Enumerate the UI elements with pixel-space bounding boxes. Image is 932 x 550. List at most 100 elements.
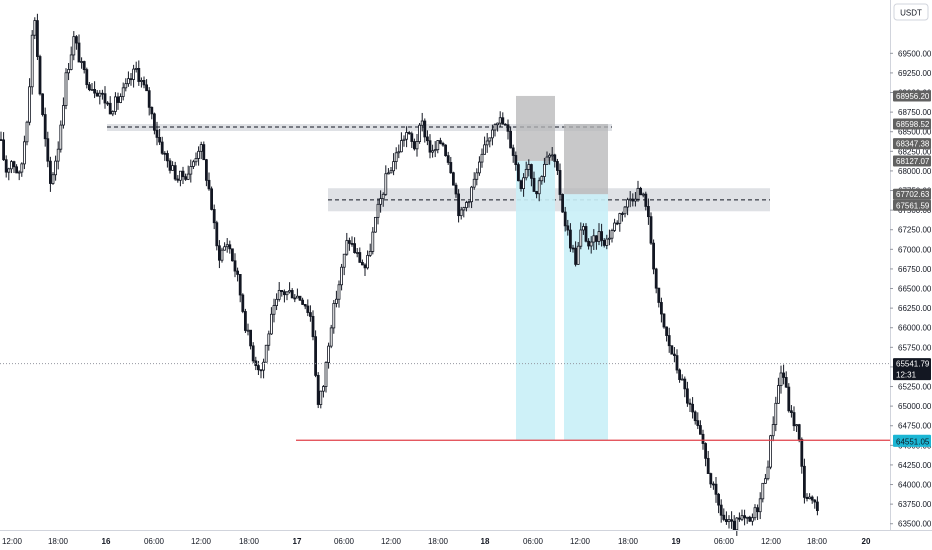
candle <box>303 303 307 310</box>
candle <box>311 310 315 341</box>
candle-body <box>787 386 791 412</box>
candle-body <box>314 336 318 376</box>
candle-body <box>155 129 159 138</box>
currency-badge[interactable] <box>893 3 929 21</box>
position-1-target-zone[interactable] <box>516 160 555 441</box>
candle-body <box>389 170 393 174</box>
candle <box>753 504 757 521</box>
candle <box>197 146 201 166</box>
candle-body <box>647 206 650 218</box>
candle <box>64 68 68 110</box>
candle-body <box>262 361 266 371</box>
candle-body <box>64 72 68 106</box>
price-label-box[interactable] <box>893 358 931 381</box>
candle-body <box>714 483 718 495</box>
candle <box>657 287 661 308</box>
candle <box>649 212 653 245</box>
price-label-box[interactable] <box>893 155 931 167</box>
candle <box>269 307 273 335</box>
candle-body <box>686 388 689 404</box>
candle <box>137 60 141 86</box>
candle <box>199 141 203 160</box>
candle <box>727 515 731 529</box>
candle <box>673 347 676 363</box>
price-label-box[interactable] <box>893 199 931 211</box>
candle-body <box>758 498 762 513</box>
position-2-stop-zone[interactable] <box>564 123 608 195</box>
candle-body <box>62 105 65 126</box>
candle-body <box>556 161 559 171</box>
candle-body <box>129 78 133 81</box>
candle <box>808 493 811 500</box>
candle-body <box>524 168 528 179</box>
candle <box>230 248 234 262</box>
candle-body <box>28 86 32 123</box>
candle <box>545 151 549 165</box>
candle <box>485 132 489 153</box>
candle <box>147 87 151 116</box>
candle <box>121 82 125 101</box>
candle <box>496 122 500 132</box>
x-tick-label: 18:00 <box>807 537 828 546</box>
candle-body <box>784 377 788 388</box>
price-label-box[interactable] <box>893 90 931 102</box>
x-tick-label: 18:00 <box>428 537 449 546</box>
candle <box>792 406 796 431</box>
candle <box>358 247 362 263</box>
candle-body <box>654 268 658 289</box>
candle-body <box>805 496 809 500</box>
candle-body <box>738 517 741 520</box>
candle-body <box>316 374 320 405</box>
candle-body <box>72 36 76 56</box>
candle-body <box>761 482 765 500</box>
candle <box>108 96 112 115</box>
candle-body <box>249 329 253 347</box>
price-label-box[interactable] <box>893 138 931 150</box>
candle <box>722 508 726 522</box>
candle-body <box>207 179 211 190</box>
candle <box>314 330 318 378</box>
candle <box>85 67 89 89</box>
candle-body <box>706 457 710 474</box>
candle <box>324 361 328 393</box>
candle-body <box>571 247 575 250</box>
candle <box>425 130 429 146</box>
candle-body <box>457 193 461 217</box>
y-tick-label: 69500.00 <box>898 49 932 58</box>
candle <box>376 198 380 225</box>
candle-body <box>680 378 684 381</box>
candle <box>207 172 211 191</box>
candle <box>725 511 728 525</box>
candle-body <box>158 137 162 143</box>
candle-body <box>540 176 544 182</box>
candle-body <box>0 139 3 141</box>
x-tick-label: 06:00 <box>144 537 165 546</box>
candle-body <box>399 140 403 153</box>
candle <box>290 288 294 299</box>
x-tick-label: 12:00 <box>2 537 23 546</box>
candle-body <box>527 164 531 170</box>
price-label-box[interactable] <box>893 188 931 200</box>
price-label-text: 64551.05 <box>896 437 930 446</box>
candle-body <box>444 144 448 157</box>
candle-body <box>732 520 736 531</box>
y-tick-label: 64750.00 <box>898 422 932 431</box>
candle <box>103 86 107 109</box>
candle-body <box>496 122 500 126</box>
price-label-box[interactable] <box>893 435 931 447</box>
candle <box>212 204 216 230</box>
price-axis[interactable]: USDT 69500.0069250.0069000.0068750.00685… <box>890 0 932 550</box>
price-label-box[interactable] <box>893 118 931 130</box>
position-1-stop-zone[interactable] <box>516 95 555 161</box>
candle-body <box>366 254 370 269</box>
candle <box>712 481 715 490</box>
candle <box>449 156 453 174</box>
candle-body <box>202 144 206 161</box>
candle <box>730 511 733 529</box>
candle-body <box>665 326 668 336</box>
candle <box>389 167 393 174</box>
candle-body <box>114 96 117 112</box>
time-axis[interactable]: 12:00 18:00 16 06:00 12:00 18:00 17 06:00 12:00 1… <box>0 530 932 547</box>
